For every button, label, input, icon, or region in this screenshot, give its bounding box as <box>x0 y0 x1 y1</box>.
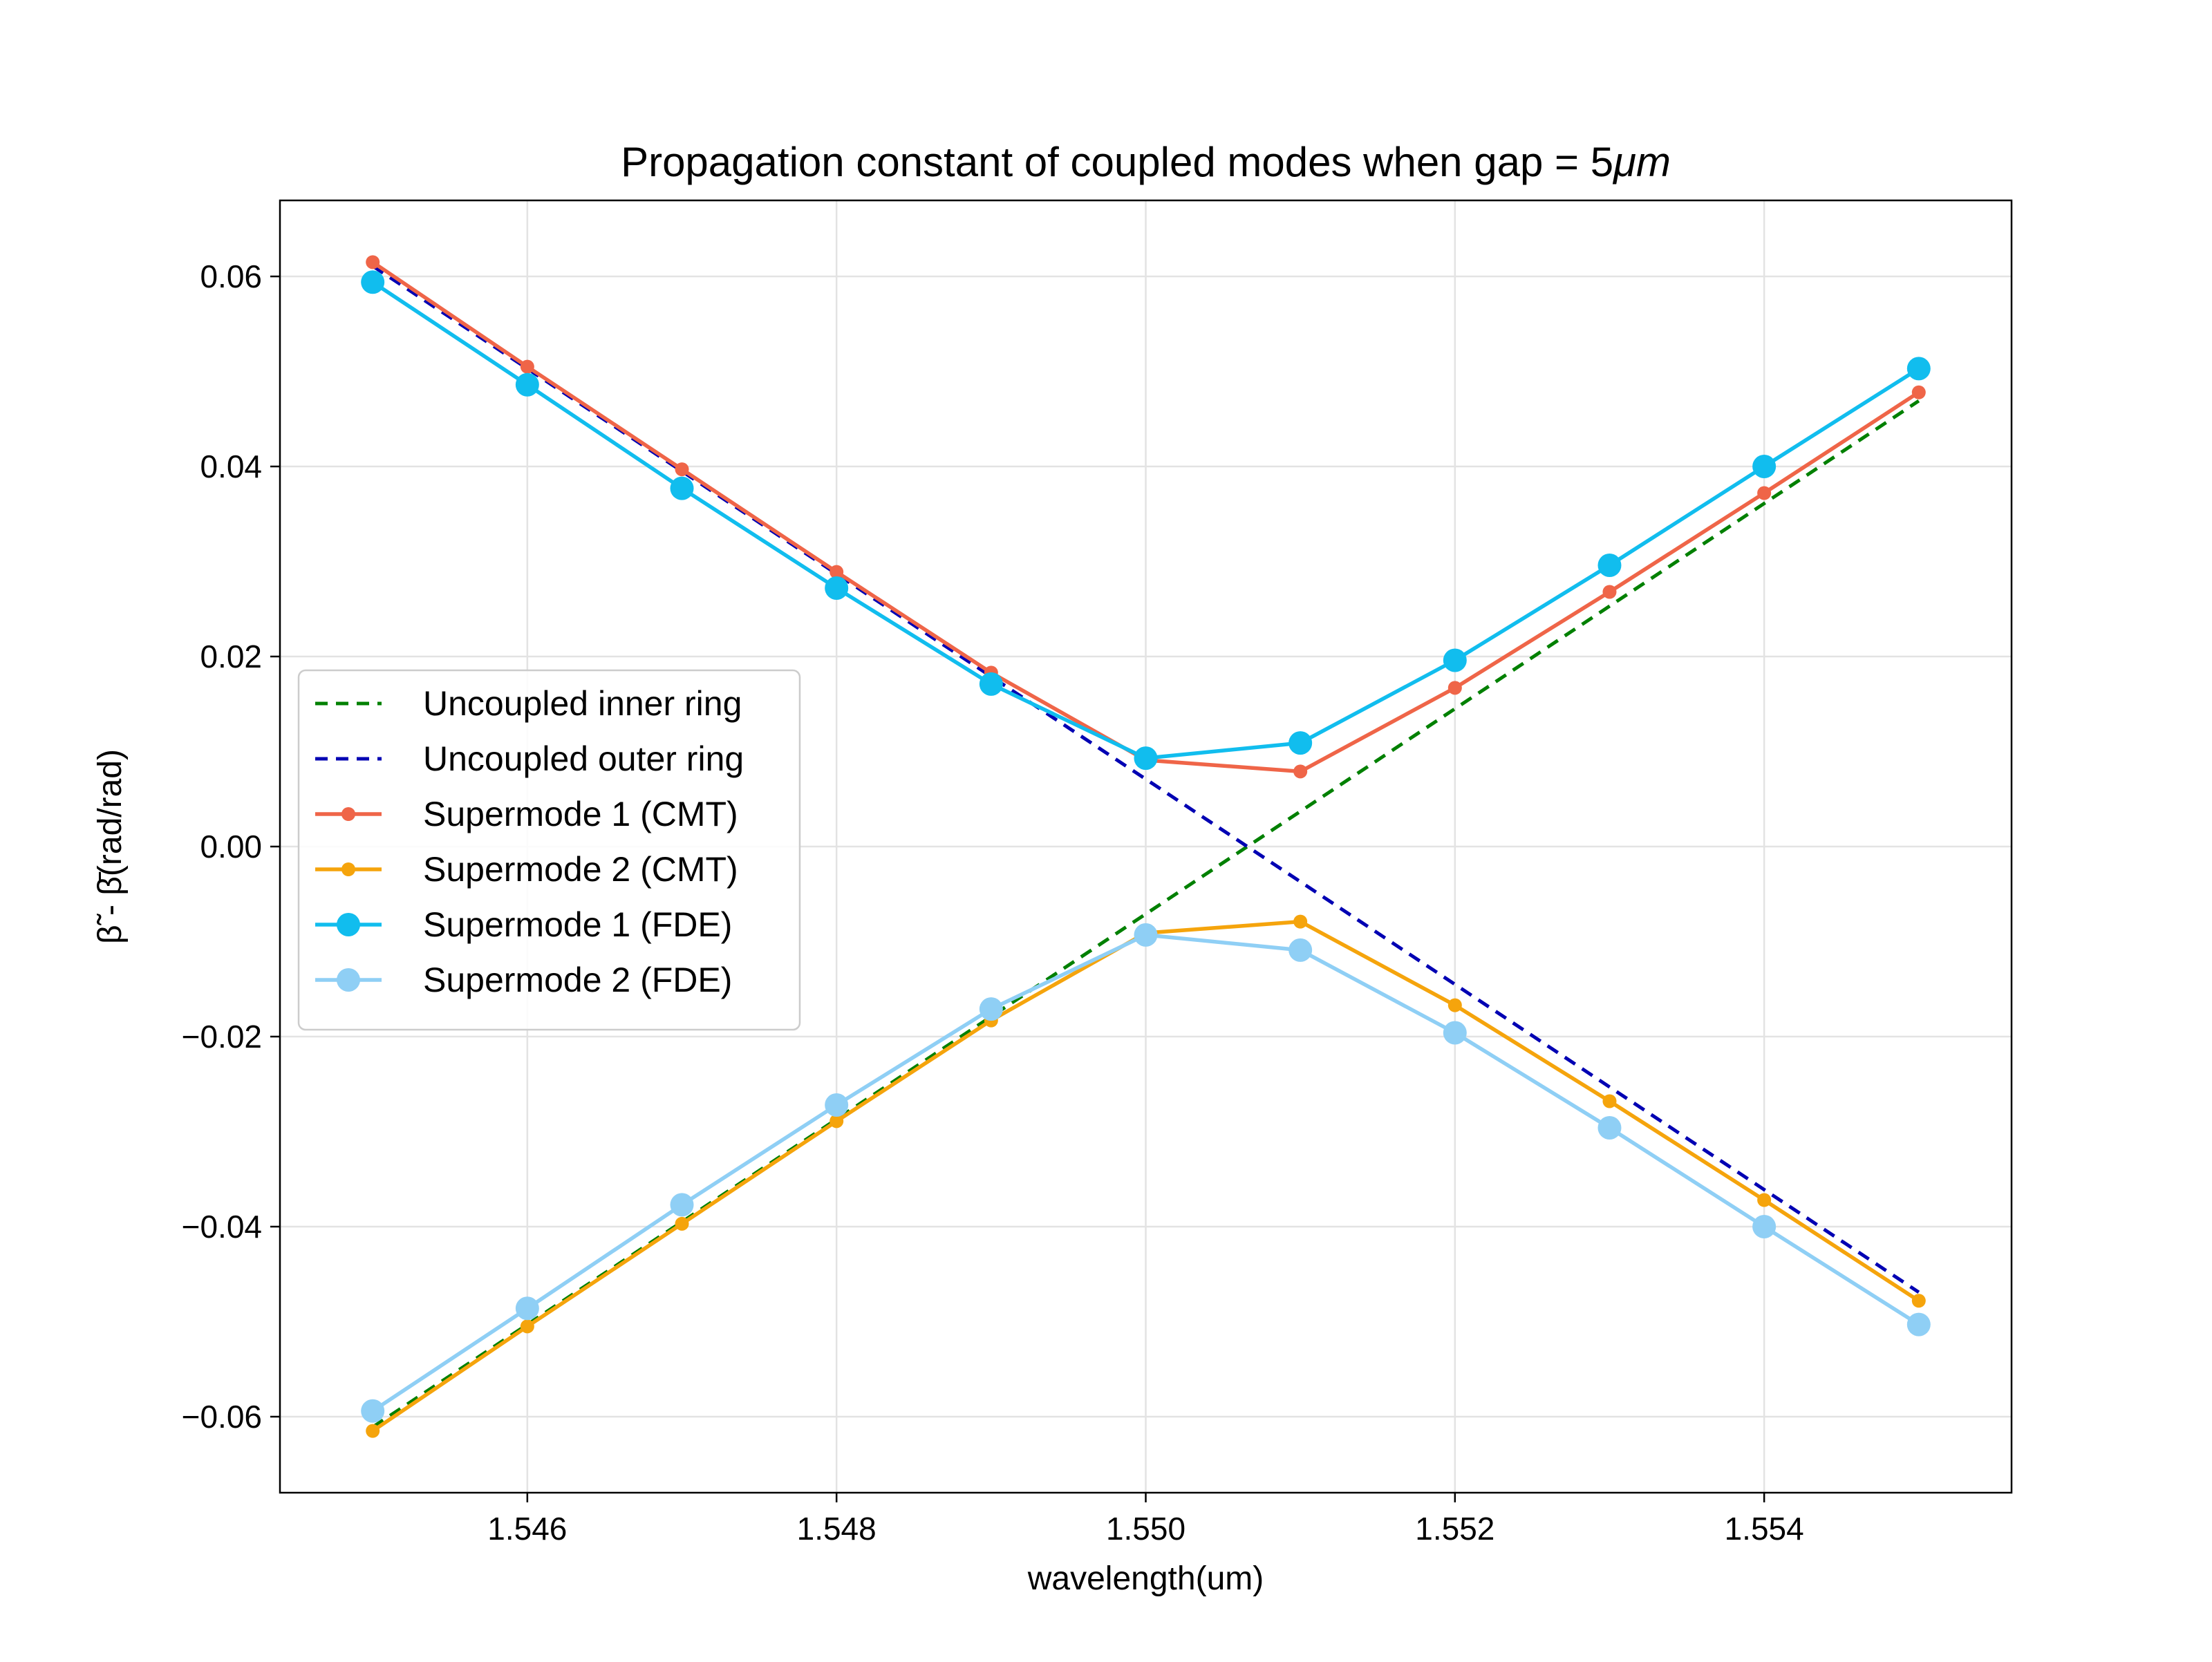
legend-entry: Uncoupled inner ring <box>315 684 742 723</box>
data-point <box>1906 357 1931 381</box>
y-tick-label: −0.06 <box>182 1399 262 1435</box>
data-point <box>1602 1094 1617 1108</box>
data-point <box>675 1216 689 1231</box>
data-point <box>1443 648 1467 672</box>
legend-label: Supermode 1 (CMT) <box>423 795 738 833</box>
data-point <box>1447 681 1462 695</box>
legend-marker <box>341 862 355 876</box>
y-tick-label: −0.02 <box>182 1019 262 1055</box>
series-supermode-1-fde <box>361 270 1931 771</box>
data-point <box>1134 923 1158 947</box>
data-point <box>1447 998 1462 1012</box>
legend: Uncoupled inner ring Uncoupled outer ring… <box>297 669 801 1031</box>
y-tick-label: 0.00 <box>200 829 262 865</box>
data-point <box>1906 1312 1931 1337</box>
x-tick-label: 1.552 <box>1415 1511 1494 1547</box>
data-point <box>361 270 385 294</box>
data-point <box>520 1319 534 1334</box>
data-point <box>830 565 844 579</box>
data-point <box>1911 1294 1926 1308</box>
legend-box <box>297 669 801 1031</box>
y-tick-label: 0.04 <box>200 448 262 484</box>
legend-label: Supermode 2 (CMT) <box>423 850 738 889</box>
x-axis-label: wavelength(um) <box>1027 1560 1264 1597</box>
data-point <box>1443 1021 1467 1045</box>
chart-title-text: Propagation constant of coupled modes wh… <box>621 139 1613 185</box>
data-point <box>1911 385 1926 399</box>
data-point <box>1752 1215 1777 1238</box>
x-tick-label: 1.554 <box>1725 1511 1804 1547</box>
y-axis-label: β̃ - β̄(rad/rad) <box>92 749 129 944</box>
data-point <box>1288 938 1313 962</box>
data-point <box>675 462 689 477</box>
data-point <box>520 359 534 374</box>
y-tick-label: 0.06 <box>200 258 262 294</box>
data-point <box>1293 764 1308 779</box>
x-tick-label: 1.548 <box>797 1511 877 1547</box>
chart-title-unit: μm <box>1612 139 1671 185</box>
data-point <box>1288 731 1313 755</box>
data-point <box>515 1296 539 1321</box>
plot-series <box>361 255 1931 1438</box>
data-point <box>979 672 1003 696</box>
legend-entry: Supermode 1 (CMT) <box>315 795 738 833</box>
data-point <box>830 1114 844 1129</box>
series-uncoupled-inner-ring <box>371 399 1920 1429</box>
data-point <box>366 1424 380 1438</box>
data-point <box>670 476 694 500</box>
y-tick-label: 0.02 <box>200 639 262 674</box>
data-point <box>825 576 849 600</box>
data-point <box>825 1093 849 1117</box>
legend-entry: Supermode 2 (CMT) <box>315 850 738 889</box>
legend-marker <box>337 968 360 992</box>
data-point <box>515 372 539 397</box>
legend-label: Uncoupled outer ring <box>423 739 744 778</box>
series-line <box>371 264 1920 1294</box>
data-point <box>361 1399 385 1423</box>
data-point <box>366 255 380 270</box>
legend-entry: Uncoupled outer ring <box>315 739 744 778</box>
data-point <box>1134 746 1158 771</box>
x-tick-label: 1.550 <box>1106 1511 1185 1547</box>
axis-ticks: 1.546 1.548 1.550 1.552 1.554 0.06 0.04 0.02 0.0… <box>182 258 1804 1547</box>
data-point <box>670 1193 694 1217</box>
series-supermode-2-fde <box>361 923 1931 1423</box>
series-uncoupled-outer-ring <box>371 264 1920 1294</box>
y-tick-label: −0.04 <box>182 1209 262 1245</box>
legend-entry: Supermode 2 (FDE) <box>315 961 732 999</box>
x-tick-label: 1.546 <box>487 1511 567 1547</box>
data-point <box>1293 914 1308 929</box>
data-point <box>1752 455 1777 478</box>
data-point <box>1597 1116 1622 1140</box>
data-point <box>1602 585 1617 599</box>
legend-marker <box>337 913 360 936</box>
data-point <box>1757 486 1772 500</box>
data-point <box>979 997 1003 1021</box>
legend-marker <box>341 807 355 821</box>
legend-label: Supermode 1 (FDE) <box>423 905 732 944</box>
chart-title: Propagation constant of coupled modes wh… <box>621 139 1671 185</box>
legend-label: Uncoupled inner ring <box>423 684 742 723</box>
legend-entry: Supermode 1 (FDE) <box>315 905 732 944</box>
legend-label: Supermode 2 (FDE) <box>423 961 732 999</box>
data-point <box>1597 554 1622 577</box>
data-point <box>1757 1193 1772 1207</box>
series-line <box>371 399 1920 1429</box>
